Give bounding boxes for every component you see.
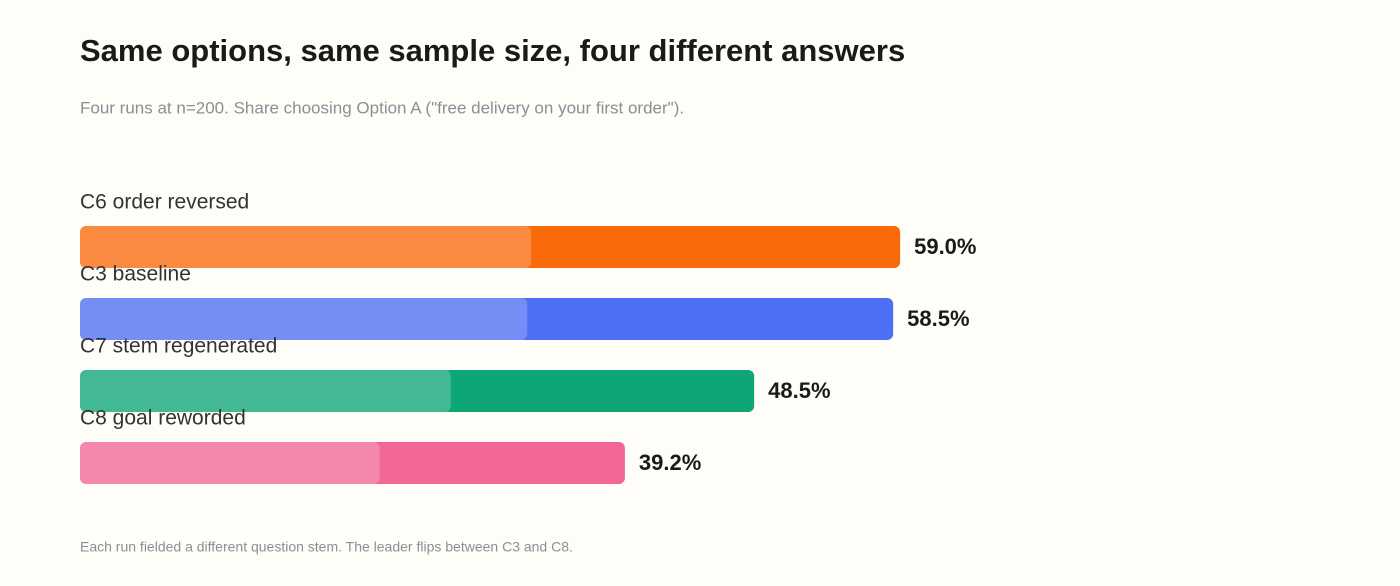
bar [80, 370, 755, 412]
bar-highlight [80, 226, 532, 268]
footnote: Each run fielded a different question st… [80, 539, 573, 555]
category-label: C7 stem regenerated [80, 335, 277, 358]
category-label: C3 baseline [80, 263, 191, 286]
value-label: 59.0% [914, 234, 976, 259]
value-label: 48.5% [768, 378, 830, 403]
category-label: C8 goal reworded [80, 407, 246, 430]
bar-highlight [80, 370, 451, 412]
bar [80, 442, 625, 484]
chart-title: Same options, same sample size, four dif… [80, 33, 905, 68]
bar [80, 298, 894, 340]
category-label: C6 order reversed [80, 191, 249, 214]
bar-highlight [80, 442, 380, 484]
value-label: 58.5% [907, 306, 969, 331]
value-label: 39.2% [639, 450, 701, 475]
bar-highlight [80, 298, 528, 340]
bar [80, 226, 901, 268]
chart-subtitle: Four runs at n=200. Share choosing Optio… [80, 98, 684, 117]
